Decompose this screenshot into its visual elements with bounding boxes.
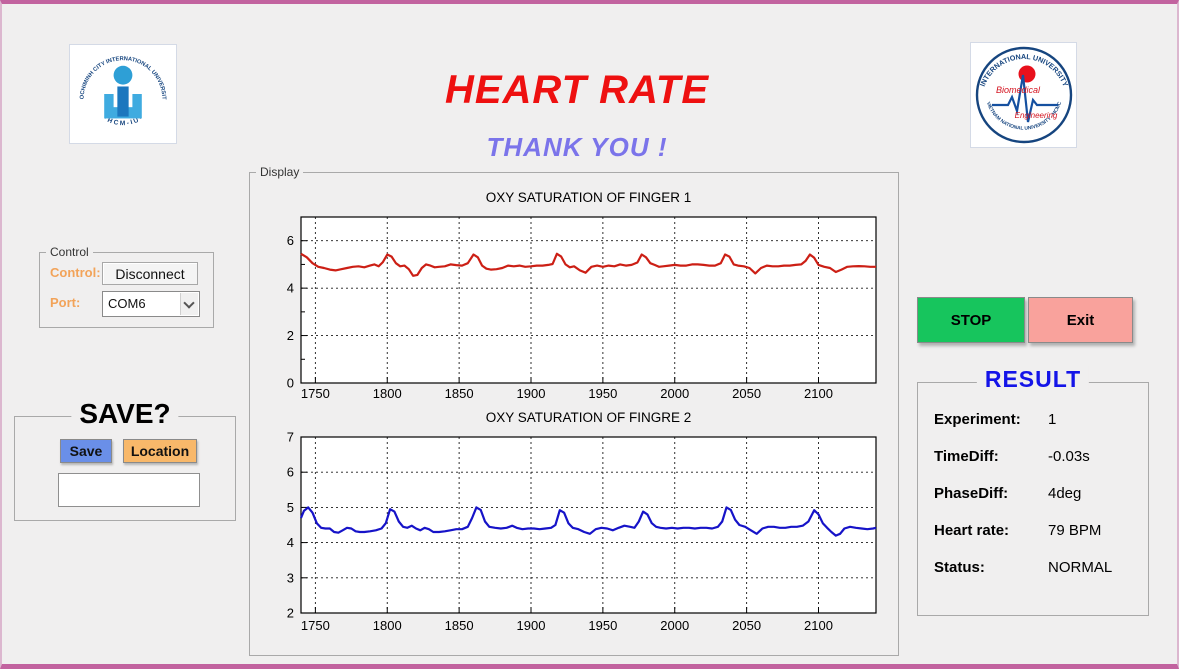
- result-row-status: Status: NORMAL: [918, 557, 1148, 578]
- timediff-label: TimeDiff:: [934, 448, 999, 465]
- y-tick-label: 2: [287, 328, 294, 343]
- x-tick-label: 2100: [804, 618, 833, 633]
- status-label: Status:: [934, 559, 985, 576]
- result-row-experiment: Experiment: 1: [918, 409, 1148, 430]
- chart-title: OXY SATURATION OF FINGRE 2: [486, 410, 692, 425]
- x-tick-label: 1800: [373, 618, 402, 633]
- x-tick-label: 1800: [373, 386, 402, 401]
- x-tick-label: 1750: [301, 386, 330, 401]
- x-tick-label: 1850: [445, 618, 474, 633]
- y-tick-label: 7: [287, 430, 294, 445]
- chart-title: OXY SATURATION OF FINGER 1: [486, 190, 692, 205]
- result-row-timediff: TimeDiff: -0.03s: [918, 446, 1148, 467]
- result-row-heartrate: Heart rate: 79 BPM: [918, 520, 1148, 541]
- university-logo-right: INTERNATIONAL UNIVERSITY VIETNAM NATIONA…: [970, 42, 1077, 148]
- control-legend: Control: [46, 245, 93, 259]
- chevron-down-icon: [180, 293, 198, 315]
- result-legend: RESULT: [976, 366, 1090, 393]
- port-label: Port:: [50, 295, 81, 310]
- y-tick-label: 2: [287, 606, 294, 621]
- y-tick-label: 6: [287, 465, 294, 480]
- logo-biomedical-text: Biomedical: [995, 85, 1040, 95]
- x-tick-label: 2000: [660, 618, 689, 633]
- control-panel: Control Control: Disconnect Port: COM6: [39, 245, 214, 328]
- port-select-value: COM6: [108, 296, 146, 311]
- phasediff-value: 4deg: [1048, 485, 1082, 502]
- chart-finger1: 1750 1800 1850 1900 1950 2000 2050 2100 0 2 4 6 OXY …: [287, 190, 877, 401]
- logo-engineering-text: Engineering: [1014, 111, 1057, 120]
- logo-outer-ring: [975, 46, 1072, 144]
- x-tick-label: 1900: [517, 618, 546, 633]
- x-tick-label: 2050: [732, 618, 761, 633]
- logo-red-dot: [1018, 65, 1035, 83]
- x-tick-label: 1950: [588, 386, 617, 401]
- timediff-value: -0.03s: [1048, 448, 1090, 465]
- location-button[interactable]: Location: [123, 439, 197, 463]
- display-legend: Display: [256, 165, 304, 179]
- series-finger1: [300, 252, 876, 277]
- save-button[interactable]: Save: [60, 439, 112, 463]
- biomedical-logo-graphic: INTERNATIONAL UNIVERSITY VIETNAM NATIONA…: [975, 46, 1072, 144]
- x-tick-label: 1750: [301, 618, 330, 633]
- x-tick-label: 2050: [732, 386, 761, 401]
- result-panel: RESULT Experiment: 1 TimeDiff: -0.03s Ph…: [917, 366, 1149, 616]
- x-tick-label: 2100: [804, 386, 833, 401]
- disconnect-button[interactable]: Disconnect: [102, 262, 198, 285]
- university-logo-left: HOCHIMINH CITY INTERNATIONAL UNIVERSITY …: [69, 44, 177, 144]
- y-tick-label: 0: [287, 376, 294, 391]
- page-title: HEART RATE: [444, 68, 710, 112]
- control-label: Control:: [50, 265, 101, 280]
- status-value: NORMAL: [1048, 559, 1113, 576]
- ecg-waveform-icon: [991, 74, 1058, 123]
- y-tick-label: 3: [287, 570, 294, 585]
- result-row-phasediff: PhaseDiff: 4deg: [918, 483, 1148, 504]
- save-legend: SAVE?: [71, 398, 179, 430]
- port-select[interactable]: COM6: [102, 291, 200, 317]
- chart-finger2: 1750 1800 1850 1900 1950 2000 2050 2100 2 3 4 5 6 7 OX…: [287, 410, 877, 633]
- x-tick-label: 2000: [660, 386, 689, 401]
- y-tick-label: 6: [287, 233, 294, 248]
- hcmiu-logo-graphic: HOCHIMINH CITY INTERNATIONAL UNIVERSITY …: [74, 47, 167, 127]
- heartrate-label: Heart rate:: [934, 522, 1010, 539]
- save-panel: SAVE? Save Location: [14, 398, 236, 521]
- y-tick-label: 5: [287, 500, 294, 515]
- experiment-value: 1: [1048, 411, 1057, 428]
- phasediff-label: PhaseDiff:: [934, 485, 1009, 502]
- stop-button[interactable]: STOP: [917, 297, 1025, 343]
- display-panel: Display 1750 1800 1850 1900 1950 2000 2050 2100…: [249, 165, 899, 656]
- experiment-label: Experiment:: [934, 411, 1021, 428]
- x-tick-label: 1900: [517, 386, 546, 401]
- logo-person-body: [117, 86, 129, 117]
- series-finger2: [299, 506, 877, 537]
- result-rows: Experiment: 1 TimeDiff: -0.03s PhaseDiff…: [918, 409, 1148, 578]
- exit-button[interactable]: Exit: [1028, 297, 1133, 343]
- y-tick-label: 4: [287, 281, 294, 296]
- x-tick-label: 1850: [445, 386, 474, 401]
- logo-person-head: [113, 65, 133, 85]
- save-path-input[interactable]: [58, 473, 200, 507]
- x-tick-label: 1950: [588, 618, 617, 633]
- y-tick-label: 4: [287, 535, 294, 550]
- page-subtitle: THANK YOU !: [486, 132, 668, 162]
- heartrate-value: 79 BPM: [1048, 522, 1102, 539]
